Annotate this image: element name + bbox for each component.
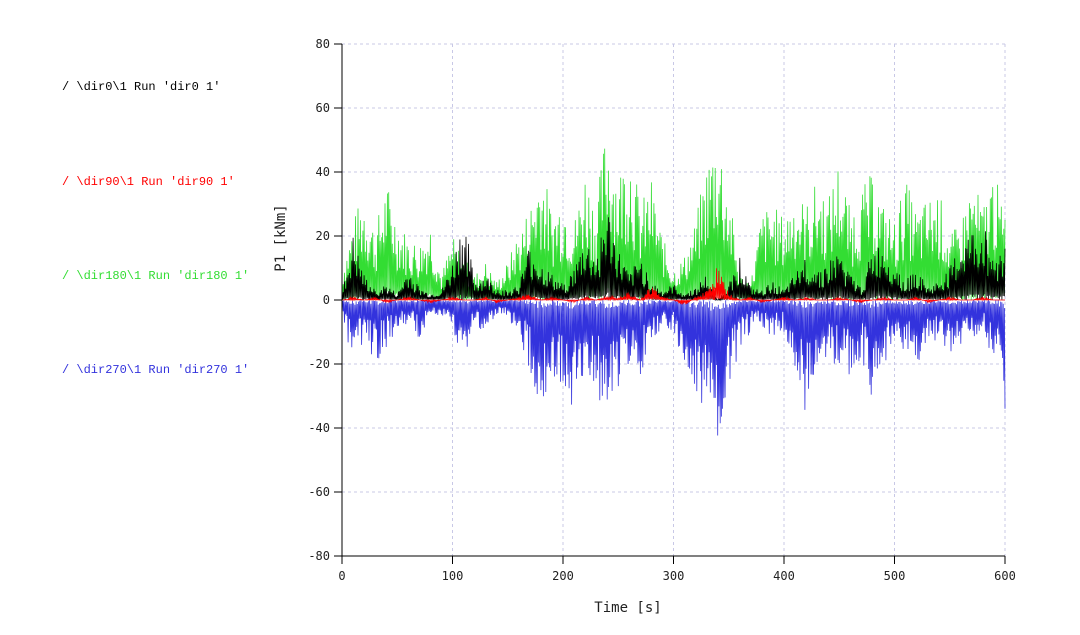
x-tick-label: 600	[994, 569, 1016, 583]
legend-entry-dir0: / \dir0\1 Run 'dir0 1'	[62, 80, 221, 94]
y-axis-title: P1 [kNm]	[273, 204, 289, 271]
legend-entry-dir90: / \dir90\1 Run 'dir90 1'	[62, 175, 235, 189]
y-tick-label: 80	[316, 37, 330, 51]
series-line-0	[341, 217, 1006, 302]
y-tick-label: -20	[308, 357, 330, 371]
x-tick-label: 400	[773, 569, 795, 583]
y-tick-label: 20	[316, 229, 330, 243]
y-tick-label: 60	[316, 101, 330, 115]
legend-entry-dir270: / \dir270\1 Run 'dir270 1'	[62, 363, 250, 377]
x-tick-label: 500	[884, 569, 906, 583]
legend: / \dir0\1 Run 'dir0 1' / \dir90\1 Run 'd…	[0, 0, 300, 635]
x-tick-label: 200	[552, 569, 574, 583]
legend-entry-dir180: / \dir180\1 Run 'dir180 1'	[62, 269, 250, 283]
y-tick-label: -60	[308, 485, 330, 499]
series-line-2	[341, 148, 1006, 301]
y-tick-label: -80	[308, 549, 330, 563]
y-tick-label: 0	[323, 293, 330, 307]
series-line-3	[341, 299, 1006, 436]
x-tick-label: 0	[338, 569, 345, 583]
x-axis-title: Time [s]	[594, 600, 661, 616]
y-tick-label: -40	[308, 421, 330, 435]
x-tick-label: 300	[663, 569, 685, 583]
series-line-1	[342, 268, 1005, 305]
y-tick-label: 40	[316, 165, 330, 179]
series-lines	[341, 148, 1006, 436]
grid	[342, 43, 1006, 556]
x-tick-label: 100	[442, 569, 464, 583]
